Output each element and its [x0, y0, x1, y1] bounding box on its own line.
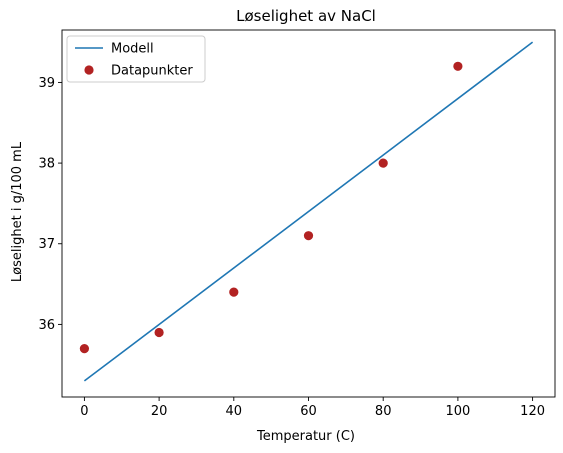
x-tick-label: 60 [300, 404, 317, 419]
x-tick-label: 0 [80, 404, 88, 419]
data-point [304, 231, 313, 240]
legend-label: Modell [111, 42, 154, 57]
data-point [229, 288, 238, 297]
x-axis-label: Temperatur (C) [256, 429, 355, 444]
y-tick-label: 38 [38, 157, 55, 172]
chart-title: Løselighet av NaCl [236, 7, 376, 25]
x-tick-label: 40 [226, 404, 243, 419]
y-tick-label: 37 [38, 237, 55, 252]
legend: Modell Datapunkter [67, 36, 205, 82]
data-point [453, 62, 462, 71]
data-point [155, 328, 164, 337]
x-tick-label: 80 [375, 404, 392, 419]
x-tick-label: 20 [151, 404, 168, 419]
y-tick-label: 36 [38, 318, 55, 333]
x-tick-label: 120 [520, 404, 545, 419]
y-axis-label: Løselighet i g/100 mL [10, 141, 25, 282]
x-tick-label: 100 [445, 404, 470, 419]
legend-point-swatch [84, 65, 93, 74]
data-point [379, 158, 388, 167]
y-tick-label: 39 [38, 76, 55, 91]
data-point [80, 344, 89, 353]
legend-label: Datapunkter [111, 64, 193, 79]
series-line-0 [84, 42, 532, 381]
